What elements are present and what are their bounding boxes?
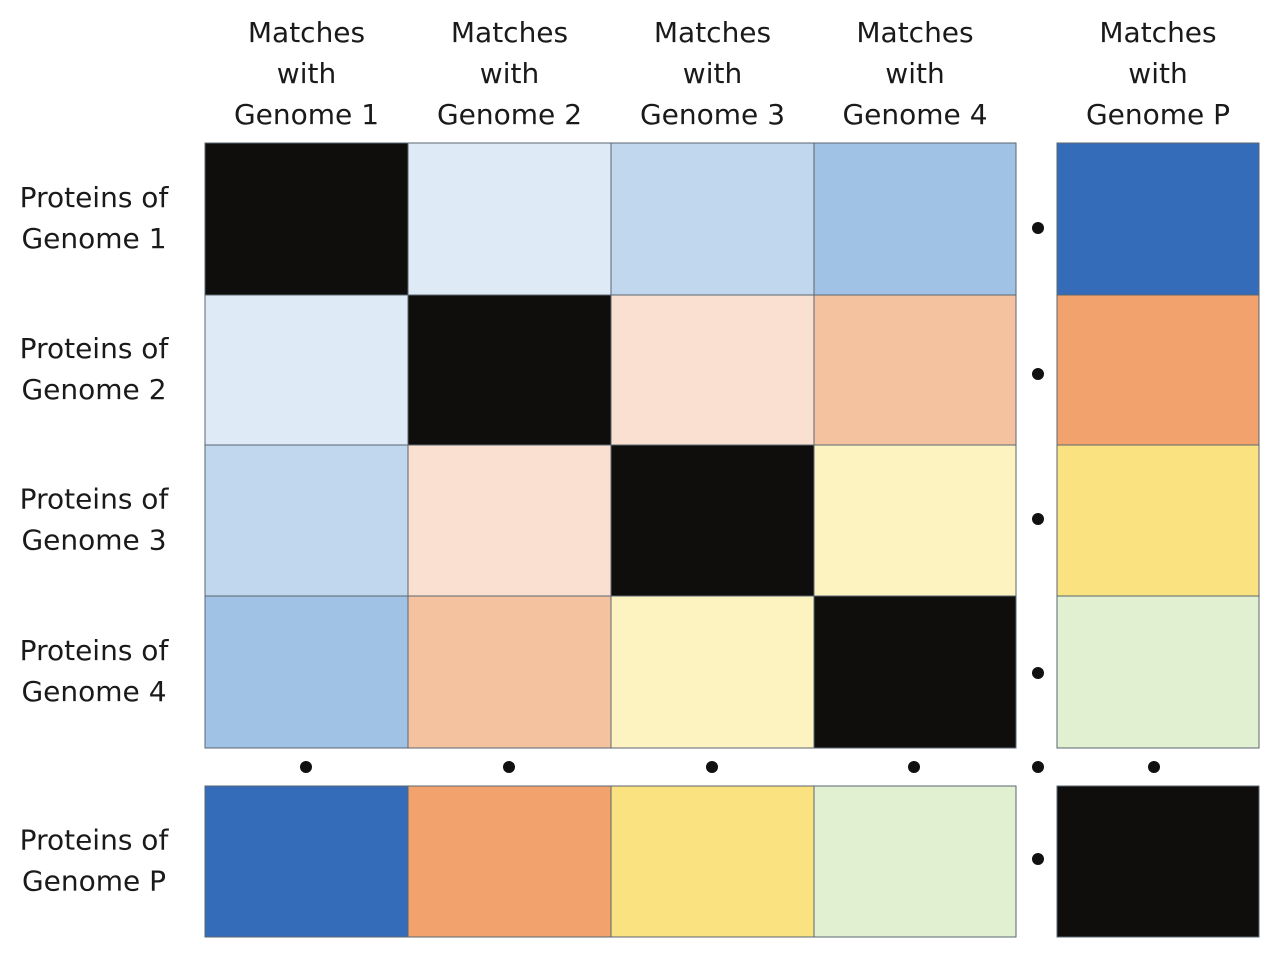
matrix-cell-r5-c4 xyxy=(813,785,1017,938)
matrix-cell-r4-c4 xyxy=(813,595,1017,749)
row-header-4-line2: Genome 4 xyxy=(21,675,166,708)
matrix-cell-r3-c1 xyxy=(204,444,409,597)
matrix-cell-r5-c2 xyxy=(407,785,612,938)
row-header-1-line1: Proteins of xyxy=(20,181,170,214)
row-header-4-line1: Proteins of xyxy=(20,634,170,667)
column-header-4-line1: Matches xyxy=(856,16,973,49)
row-headers: Proteins of Genome 1 Proteins of Genome 2 Pr… xyxy=(20,181,170,898)
column-header-5-line2: with xyxy=(1128,57,1187,90)
row-header-2-line1: Proteins of xyxy=(20,332,170,365)
matrix-cell-r2-c3 xyxy=(610,294,815,446)
vertical-gap-dot-2 xyxy=(1032,368,1044,380)
column-header-5-line1: Matches xyxy=(1099,16,1216,49)
horizontal-gap-dot-3 xyxy=(706,761,718,773)
horizontal-gap-dot-6 xyxy=(1148,761,1160,773)
column-header-1-line3: Genome 1 xyxy=(234,98,379,131)
matrix-cell-r2-c1 xyxy=(204,294,409,446)
matrix-cell-r2-c5 xyxy=(1056,294,1260,446)
matrix-cell-r1-c5 xyxy=(1056,142,1260,296)
matrix-cells xyxy=(204,142,1260,938)
column-header-2-line2: with xyxy=(480,57,539,90)
row-header-1-line2: Genome 1 xyxy=(21,222,166,255)
matrix-cell-r4-c2 xyxy=(407,595,612,749)
column-header-3-line1: Matches xyxy=(654,16,771,49)
horizontal-gap-dot-2 xyxy=(503,761,515,773)
matrix-cell-r5-c5 xyxy=(1056,785,1260,938)
matrix-cell-r4-c5 xyxy=(1056,595,1260,749)
row-header-3-line1: Proteins of xyxy=(20,483,170,516)
horizontal-gap-dot-1 xyxy=(300,761,312,773)
row-header-5-line1: Proteins of xyxy=(20,824,170,857)
row-header-3-line2: Genome 3 xyxy=(21,524,166,557)
horizontal-gap-dot-5 xyxy=(1032,761,1044,773)
column-header-2-line3: Genome 2 xyxy=(437,98,582,131)
column-header-4-line2: with xyxy=(885,57,944,90)
matrix-cell-r4-c1 xyxy=(204,595,409,749)
matrix-cell-r3-c4 xyxy=(813,444,1017,597)
vertical-gap-dot-4 xyxy=(1032,667,1044,679)
matrix-cell-r1-c3 xyxy=(610,142,815,296)
column-header-3-line3: Genome 3 xyxy=(640,98,785,131)
matrix-cell-r2-c2 xyxy=(407,294,612,446)
matrix-cell-r2-c4 xyxy=(813,294,1017,446)
matrix-cell-r3-c3 xyxy=(610,444,815,597)
matrix-cell-r4-c3 xyxy=(610,595,815,749)
column-header-4-line3: Genome 4 xyxy=(842,98,987,131)
column-header-1-line1: Matches xyxy=(248,16,365,49)
matrix-cell-r1-c1 xyxy=(204,142,409,296)
horizontal-gap-dot-4 xyxy=(908,761,920,773)
matrix-cell-r3-c5 xyxy=(1056,444,1260,597)
ellipsis-dots xyxy=(300,222,1160,865)
column-header-2-line1: Matches xyxy=(451,16,568,49)
column-headers: Matches with Genome 1 Matches with Genome 2 Ma… xyxy=(234,16,1230,131)
matrix-cell-r5-c1 xyxy=(204,785,409,938)
matrix-cell-r1-c2 xyxy=(407,142,612,296)
row-header-2-line2: Genome 2 xyxy=(21,373,166,406)
vertical-gap-dot-5 xyxy=(1032,853,1044,865)
matrix-cell-r3-c2 xyxy=(407,444,612,597)
row-header-5-line2: Genome P xyxy=(22,865,166,898)
column-header-3-line2: with xyxy=(683,57,742,90)
matrix-cell-r1-c4 xyxy=(813,142,1017,296)
vertical-gap-dot-3 xyxy=(1032,513,1044,525)
column-header-1-line2: with xyxy=(277,57,336,90)
matrix-cell-r5-c3 xyxy=(610,785,815,938)
vertical-gap-dot-1 xyxy=(1032,222,1044,234)
column-header-5-line3: Genome P xyxy=(1086,98,1230,131)
